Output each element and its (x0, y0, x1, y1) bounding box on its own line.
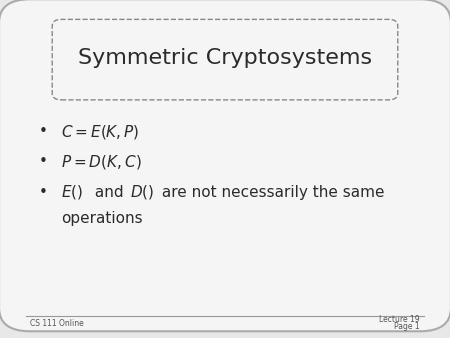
Text: $P = D(K,C)$: $P = D(K,C)$ (61, 153, 142, 171)
FancyBboxPatch shape (0, 0, 450, 331)
Text: are not necessarily the same: are not necessarily the same (157, 185, 385, 200)
Text: $D()$: $D()$ (130, 183, 154, 201)
Text: •: • (39, 185, 48, 200)
Text: CS 111 Online: CS 111 Online (30, 319, 84, 329)
Text: •: • (39, 124, 48, 139)
Text: •: • (39, 154, 48, 169)
Text: operations: operations (61, 212, 143, 226)
FancyBboxPatch shape (52, 19, 398, 100)
Text: Lecture 19: Lecture 19 (379, 315, 420, 324)
Text: $C = E(K,P)$: $C = E(K,P)$ (61, 123, 140, 141)
Text: $E()$: $E()$ (61, 183, 83, 201)
Text: Page 1: Page 1 (394, 322, 420, 331)
Text: Symmetric Cryptosystems: Symmetric Cryptosystems (78, 48, 372, 68)
Text: and: and (90, 185, 128, 200)
